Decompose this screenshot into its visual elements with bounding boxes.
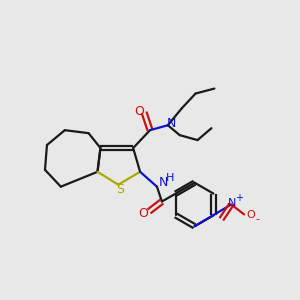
Text: N: N	[167, 117, 176, 130]
Text: O: O	[138, 207, 148, 220]
Text: +: +	[235, 193, 243, 202]
Text: H: H	[166, 173, 174, 183]
Text: -: -	[255, 214, 259, 224]
Text: S: S	[116, 183, 124, 196]
Text: N: N	[159, 176, 169, 189]
Text: O: O	[247, 210, 255, 220]
Text: O: O	[134, 105, 144, 118]
Text: N: N	[228, 199, 236, 208]
